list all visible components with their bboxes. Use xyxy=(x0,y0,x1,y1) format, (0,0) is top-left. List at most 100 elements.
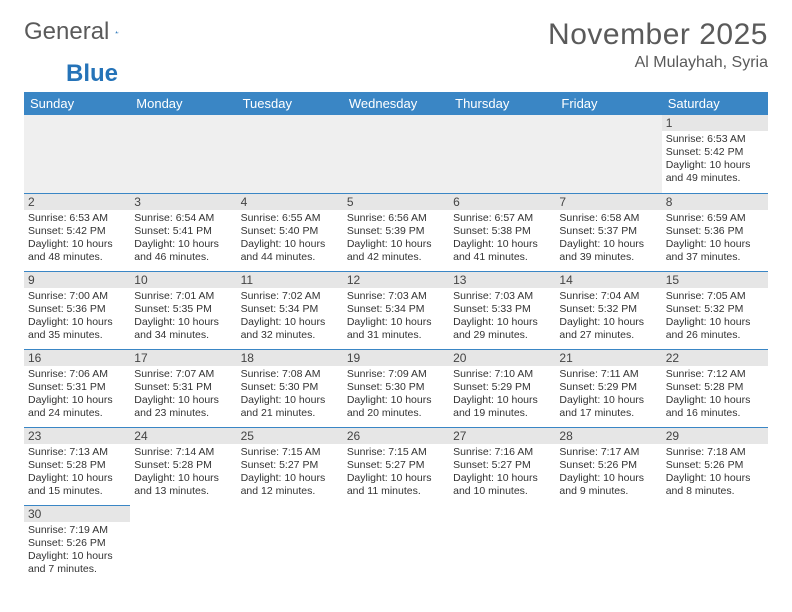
day-cell xyxy=(24,115,130,193)
sunset-text: Sunset: 5:30 PM xyxy=(241,381,339,394)
sunset-text: Sunset: 5:32 PM xyxy=(666,303,764,316)
day-cell xyxy=(343,115,449,193)
sunrise-text: Sunrise: 6:53 AM xyxy=(28,212,126,225)
week-row: 2Sunrise: 6:53 AMSunset: 5:42 PMDaylight… xyxy=(24,193,768,271)
sunset-text: Sunset: 5:27 PM xyxy=(347,459,445,472)
sunset-text: Sunset: 5:38 PM xyxy=(453,225,551,238)
day-number: 5 xyxy=(343,194,449,210)
daylight-text: Daylight: 10 hours and 31 minutes. xyxy=(347,316,445,342)
sunset-text: Sunset: 5:40 PM xyxy=(241,225,339,238)
day-cell: 7Sunrise: 6:58 AMSunset: 5:37 PMDaylight… xyxy=(555,193,661,271)
day-info: Sunrise: 7:15 AMSunset: 5:27 PMDaylight:… xyxy=(347,446,445,499)
day-info: Sunrise: 7:10 AMSunset: 5:29 PMDaylight:… xyxy=(453,368,551,421)
day-cell: 26 Sunrise: 7:15 AMSunset: 5:27 PMDayligh… xyxy=(343,427,449,505)
day-info: Sunrise: 7:16 AMSunset: 5:27 PMDaylight:… xyxy=(453,446,551,499)
sunset-text: Sunset: 5:36 PM xyxy=(28,303,126,316)
week-row: 1Sunrise: 6:53 AMSunset: 5:42 PMDaylight… xyxy=(24,115,768,193)
day-cell: 29Sunrise: 7:18 AMSunset: 5:26 PMDayligh… xyxy=(662,427,768,505)
sunrise-text: Sunrise: 7:18 AM xyxy=(666,446,764,459)
weekday-header: Wednesday xyxy=(343,92,449,115)
sunset-text: Sunset: 5:27 PM xyxy=(241,459,339,472)
day-cell: 19Sunrise: 7:09 AMSunset: 5:30 PMDayligh… xyxy=(343,349,449,427)
week-row: 9Sunrise: 7:00 AMSunset: 5:36 PMDaylight… xyxy=(24,271,768,349)
sunrise-text: Sunrise: 7:11 AM xyxy=(559,368,657,381)
day-cell: 9Sunrise: 7:00 AMSunset: 5:36 PMDaylight… xyxy=(24,271,130,349)
daylight-text: Daylight: 10 hours and 48 minutes. xyxy=(28,238,126,264)
day-cell xyxy=(130,115,236,193)
day-info: Sunrise: 6:53 AMSunset: 5:42 PMDaylight:… xyxy=(666,133,764,186)
weekday-header: Sunday xyxy=(24,92,130,115)
calendar-table: Sunday Monday Tuesday Wednesday Thursday… xyxy=(24,92,768,583)
day-number: 30 xyxy=(24,506,130,522)
sail-icon xyxy=(115,22,119,42)
day-number: 21 xyxy=(555,350,661,366)
daylight-text: Daylight: 10 hours and 16 minutes. xyxy=(666,394,764,420)
sunrise-text: Sunrise: 6:55 AM xyxy=(241,212,339,225)
daylight-text: Daylight: 10 hours and 23 minutes. xyxy=(134,394,232,420)
day-info: Sunrise: 7:03 AMSunset: 5:33 PMDaylight:… xyxy=(453,290,551,343)
day-number: 2 xyxy=(24,194,130,210)
week-row: 30 Sunrise: 7:19 AMSunset: 5:26 PMDayligh… xyxy=(24,505,768,583)
day-info: Sunrise: 7:09 AMSunset: 5:30 PMDaylight:… xyxy=(347,368,445,421)
daylight-text: Daylight: 10 hours and 19 minutes. xyxy=(453,394,551,420)
daylight-text: Daylight: 10 hours and 15 minutes. xyxy=(28,472,126,498)
day-info: Sunrise: 6:56 AMSunset: 5:39 PMDaylight:… xyxy=(347,212,445,265)
sunset-text: Sunset: 5:37 PM xyxy=(559,225,657,238)
daylight-text: Daylight: 10 hours and 27 minutes. xyxy=(559,316,657,342)
sunset-text: Sunset: 5:32 PM xyxy=(559,303,657,316)
sunrise-text: Sunrise: 7:16 AM xyxy=(453,446,551,459)
day-number: 6 xyxy=(449,194,555,210)
day-info: Sunrise: 7:19 AMSunset: 5:26 PMDaylight:… xyxy=(28,524,126,577)
day-cell: 12Sunrise: 7:03 AMSunset: 5:34 PMDayligh… xyxy=(343,271,449,349)
sunset-text: Sunset: 5:39 PM xyxy=(347,225,445,238)
day-number: 29 xyxy=(662,428,768,444)
day-number: 25 xyxy=(237,428,343,444)
sunrise-text: Sunrise: 7:00 AM xyxy=(28,290,126,303)
day-cell xyxy=(449,505,555,583)
day-cell: 4Sunrise: 6:55 AMSunset: 5:40 PMDaylight… xyxy=(237,193,343,271)
day-number: 14 xyxy=(555,272,661,288)
sunrise-text: Sunrise: 6:58 AM xyxy=(559,212,657,225)
sunrise-text: Sunrise: 7:12 AM xyxy=(666,368,764,381)
sunset-text: Sunset: 5:42 PM xyxy=(666,146,764,159)
day-cell: 8Sunrise: 6:59 AMSunset: 5:36 PMDaylight… xyxy=(662,193,768,271)
day-cell: 23Sunrise: 7:13 AMSunset: 5:28 PMDayligh… xyxy=(24,427,130,505)
day-cell: 20Sunrise: 7:10 AMSunset: 5:29 PMDayligh… xyxy=(449,349,555,427)
sunset-text: Sunset: 5:41 PM xyxy=(134,225,232,238)
sunrise-text: Sunrise: 6:59 AM xyxy=(666,212,764,225)
day-cell: 24Sunrise: 7:14 AMSunset: 5:28 PMDayligh… xyxy=(130,427,236,505)
day-info: Sunrise: 7:02 AMSunset: 5:34 PMDaylight:… xyxy=(241,290,339,343)
daylight-text: Daylight: 10 hours and 26 minutes. xyxy=(666,316,764,342)
day-cell xyxy=(449,115,555,193)
daylight-text: Daylight: 10 hours and 24 minutes. xyxy=(28,394,126,420)
day-number: 10 xyxy=(130,272,236,288)
day-cell xyxy=(237,505,343,583)
daylight-text: Daylight: 10 hours and 7 minutes. xyxy=(28,550,126,576)
logo-text-general: General xyxy=(24,18,109,46)
weekday-header: Thursday xyxy=(449,92,555,115)
sunrise-text: Sunrise: 7:08 AM xyxy=(241,368,339,381)
daylight-text: Daylight: 10 hours and 35 minutes. xyxy=(28,316,126,342)
weekday-header: Monday xyxy=(130,92,236,115)
sunrise-text: Sunrise: 7:19 AM xyxy=(28,524,126,537)
sunrise-text: Sunrise: 7:04 AM xyxy=(559,290,657,303)
sunrise-text: Sunrise: 7:03 AM xyxy=(347,290,445,303)
day-number: 26 xyxy=(343,428,449,444)
day-info: Sunrise: 7:12 AMSunset: 5:28 PMDaylight:… xyxy=(666,368,764,421)
day-cell: 30 Sunrise: 7:19 AMSunset: 5:26 PMDayligh… xyxy=(24,505,130,583)
day-cell: 1Sunrise: 6:53 AMSunset: 5:42 PMDaylight… xyxy=(662,115,768,193)
sunrise-text: Sunrise: 7:15 AM xyxy=(241,446,339,459)
day-info: Sunrise: 7:13 AMSunset: 5:28 PMDaylight:… xyxy=(28,446,126,499)
sunset-text: Sunset: 5:34 PM xyxy=(347,303,445,316)
sunset-text: Sunset: 5:35 PM xyxy=(134,303,232,316)
day-number: 22 xyxy=(662,350,768,366)
day-info: Sunrise: 7:08 AMSunset: 5:30 PMDaylight:… xyxy=(241,368,339,421)
sunset-text: Sunset: 5:36 PM xyxy=(666,225,764,238)
week-row: 16Sunrise: 7:06 AMSunset: 5:31 PMDayligh… xyxy=(24,349,768,427)
daylight-text: Daylight: 10 hours and 39 minutes. xyxy=(559,238,657,264)
day-cell: 16Sunrise: 7:06 AMSunset: 5:31 PMDayligh… xyxy=(24,349,130,427)
sunset-text: Sunset: 5:28 PM xyxy=(134,459,232,472)
day-cell: 15Sunrise: 7:05 AMSunset: 5:32 PMDayligh… xyxy=(662,271,768,349)
day-info: Sunrise: 7:05 AMSunset: 5:32 PMDaylight:… xyxy=(666,290,764,343)
day-info: Sunrise: 6:59 AMSunset: 5:36 PMDaylight:… xyxy=(666,212,764,265)
